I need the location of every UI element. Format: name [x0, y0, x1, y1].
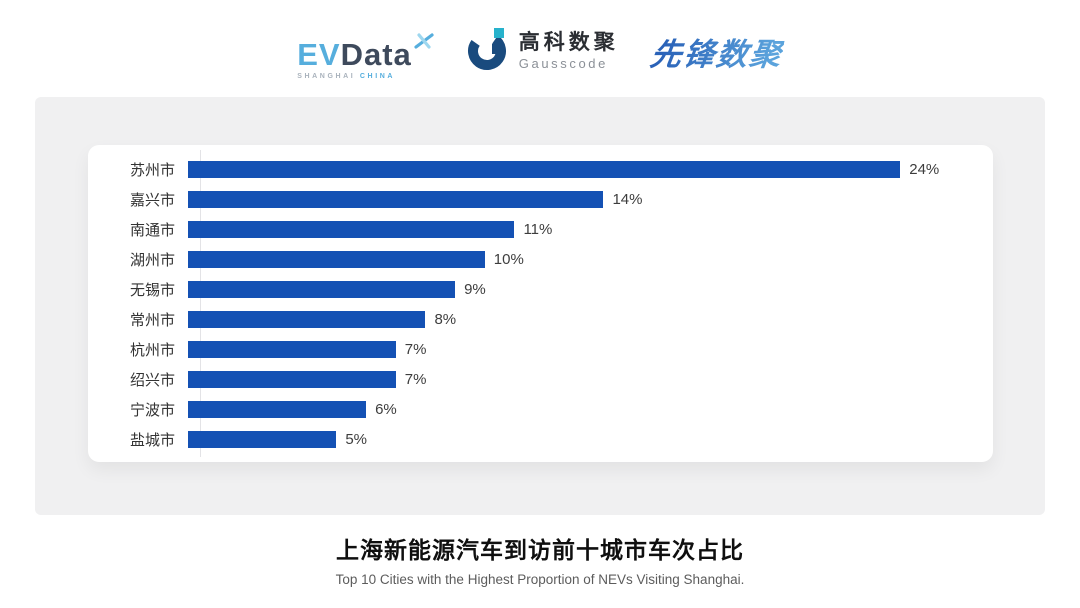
bar [188, 340, 396, 358]
bar-row: 盐城市 5% [88, 424, 975, 454]
evdata-shanghai-text: SHANGHAI [297, 72, 356, 80]
bar [188, 370, 396, 388]
bar-track: 10% [188, 250, 975, 268]
chart-card: 苏州市 24% 嘉兴市 14% 南通市 11% 湖州市 10% 无锡市 9% 常州市 8% 杭州市 7% 绍… [88, 145, 993, 462]
chart-subtitle: Top 10 Cities with the Highest Proportio… [335, 572, 745, 587]
category-label: 无锡市 [129, 281, 175, 299]
value-label: 7% [404, 340, 427, 358]
value-label: 14% [612, 190, 643, 208]
bar [188, 250, 485, 268]
value-label: 10% [493, 250, 524, 268]
gausscode-g-icon [466, 27, 510, 76]
bar-track: 24% [188, 160, 975, 178]
evdata-ev-text: EV [297, 36, 341, 72]
bar-row: 嘉兴市 14% [88, 184, 975, 214]
bar-track: 7% [188, 370, 975, 388]
value-label: 8% [434, 310, 457, 328]
caption-block: 上海新能源汽车到访前十城市车次占比 Top 10 Cities with the… [0, 531, 1080, 587]
bar-row: 南通市 11% [88, 214, 975, 244]
category-label: 盐城市 [129, 431, 175, 449]
gausscode-logo: 高科数聚 Gausscode [466, 27, 619, 76]
evdata-logo: EV Data SHANGHAI CHINA [297, 23, 434, 80]
category-label: 南通市 [129, 221, 175, 239]
bar-track: 5% [188, 430, 975, 448]
value-label: 9% [464, 280, 486, 298]
category-label: 宁波市 [129, 401, 175, 419]
bar [188, 310, 426, 328]
bar [188, 160, 901, 178]
bar-chart: 苏州市 24% 嘉兴市 14% 南通市 11% 湖州市 10% 无锡市 9% 常州市 8% 杭州市 7% 绍… [88, 145, 993, 462]
category-label: 杭州市 [129, 341, 175, 359]
gausscode-en-text: Gausscode [518, 55, 608, 71]
xianfeng-logo: 先锋数聚 [648, 29, 786, 74]
value-label: 7% [404, 370, 427, 388]
category-label: 嘉兴市 [129, 191, 175, 209]
logo-strip: EV Data SHANGHAI CHINA 高科数聚 Gausscode [0, 20, 1080, 82]
value-label: 24% [909, 160, 940, 178]
y-axis-line [200, 150, 201, 457]
bar-row: 苏州市 24% [88, 154, 975, 184]
evdata-x-icon [414, 23, 434, 54]
gausscode-cn-text: 高科数聚 [518, 31, 619, 55]
bar-row: 杭州市 7% [88, 334, 975, 364]
chart-title: 上海新能源汽车到访前十城市车次占比 [336, 537, 744, 563]
bar [188, 400, 367, 418]
bar-track: 14% [188, 190, 975, 208]
bar-row: 绍兴市 7% [88, 364, 975, 394]
bar-row: 湖州市 10% [88, 244, 975, 274]
evdata-data-text: Data [340, 36, 412, 72]
category-label: 绍兴市 [129, 371, 175, 389]
bar-track: 6% [188, 400, 975, 418]
bar-track: 8% [188, 310, 975, 328]
bar-row: 宁波市 6% [88, 394, 975, 424]
evdata-wordmark: EV Data [297, 23, 434, 70]
evdata-subtext: SHANGHAI CHINA [297, 73, 395, 80]
bar-row: 无锡市 9% [88, 274, 975, 304]
bar-track: 11% [188, 220, 975, 238]
bar [188, 190, 604, 208]
bar [188, 220, 515, 238]
bar-track: 9% [188, 280, 975, 298]
bar [188, 430, 337, 448]
category-label: 常州市 [129, 311, 175, 329]
bar-track: 7% [188, 340, 975, 358]
category-label: 苏州市 [129, 161, 175, 179]
gausscode-texts: 高科数聚 Gausscode [519, 31, 619, 70]
value-label: 6% [375, 400, 397, 418]
value-label: 11% [523, 220, 553, 238]
bar-row: 常州市 8% [88, 304, 975, 334]
value-label: 5% [345, 430, 368, 448]
evdata-china-text: CHINA [359, 72, 396, 80]
bar [188, 280, 456, 298]
category-label: 湖州市 [129, 251, 175, 269]
